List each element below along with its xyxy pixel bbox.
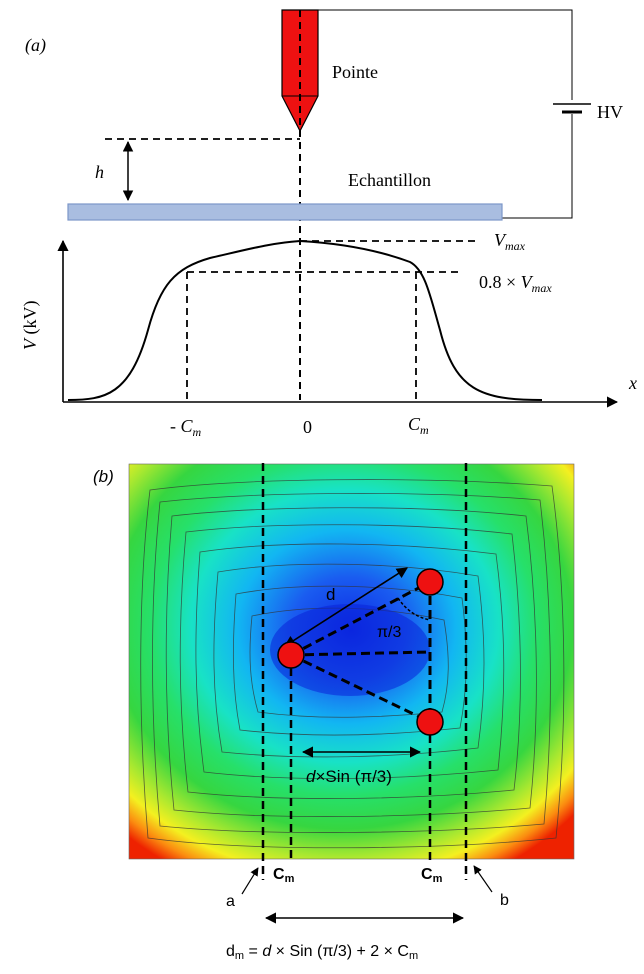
spacing-label: d×Sin (π/3) (306, 767, 392, 786)
potential-contour-map (129, 464, 574, 859)
potential-profile-curve (67, 239, 543, 401)
y-axis-label: V (kV) (20, 301, 41, 351)
distance-d-arrow (284, 567, 408, 647)
tip-label: Pointe (332, 62, 378, 82)
height-label: h (95, 162, 104, 182)
tick-zero: 0 (303, 417, 312, 437)
marker-b-label: b (500, 892, 509, 909)
cm-left-label: Cm (273, 866, 295, 885)
electrode-top-icon (416, 568, 444, 596)
hv-label: HV (597, 102, 623, 122)
sample-label: Echantillon (348, 170, 431, 190)
panel-a: (a) HV Pointe h Echantillon V (kV) x Vma… (20, 9, 637, 439)
electrode-bottom-icon (416, 708, 444, 736)
map-frame (128, 463, 575, 860)
panel-b-label: (b) (93, 467, 114, 486)
marker-a-label: a (226, 893, 235, 910)
tick-pos-cm: Cm (408, 414, 429, 437)
distance-d-label: d (326, 585, 335, 604)
cm-right-label: Cm (421, 866, 443, 885)
dm-formula: dm = d × Sin (π/3) + 2 × Cm (226, 943, 418, 962)
panel-b: (b) (93, 463, 575, 962)
angle-arc (397, 597, 431, 621)
x-axis-label: x (628, 373, 637, 393)
pointer-b-arrow (473, 865, 493, 893)
electrode-left-icon (277, 641, 305, 669)
vmax-label: Vmax (494, 230, 526, 253)
angle-label: π/3 (377, 624, 401, 641)
sample-plate (67, 203, 503, 221)
tick-neg-cm: - Cm (170, 416, 202, 439)
panel-a-label: (a) (25, 35, 46, 56)
vmax80-label: 0.8 × Vmax (479, 272, 552, 295)
pointer-a-arrow (241, 867, 259, 895)
